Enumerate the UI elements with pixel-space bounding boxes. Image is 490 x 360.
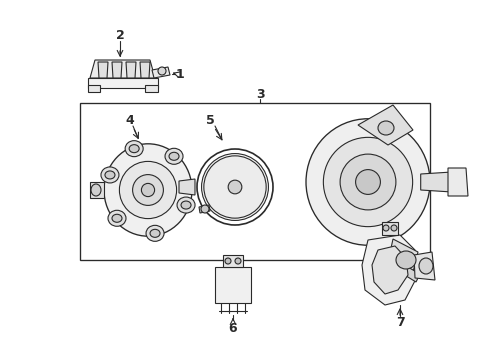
Bar bbox=[80, 103, 430, 260]
Polygon shape bbox=[112, 62, 122, 78]
Ellipse shape bbox=[225, 258, 231, 264]
Ellipse shape bbox=[201, 154, 269, 220]
Ellipse shape bbox=[181, 201, 191, 209]
Ellipse shape bbox=[108, 210, 126, 226]
Ellipse shape bbox=[133, 175, 163, 206]
Polygon shape bbox=[90, 182, 104, 198]
Ellipse shape bbox=[129, 145, 139, 153]
Polygon shape bbox=[223, 255, 243, 267]
Ellipse shape bbox=[396, 251, 416, 269]
Ellipse shape bbox=[378, 121, 394, 135]
Ellipse shape bbox=[112, 214, 122, 222]
Ellipse shape bbox=[165, 148, 183, 164]
Text: 3: 3 bbox=[256, 87, 264, 100]
Ellipse shape bbox=[391, 225, 397, 231]
Polygon shape bbox=[152, 67, 170, 78]
Text: 5: 5 bbox=[206, 113, 215, 126]
Polygon shape bbox=[382, 222, 398, 235]
Ellipse shape bbox=[91, 184, 101, 196]
Polygon shape bbox=[362, 235, 418, 305]
Ellipse shape bbox=[150, 229, 160, 237]
Text: 7: 7 bbox=[395, 316, 404, 329]
Polygon shape bbox=[403, 266, 420, 282]
Ellipse shape bbox=[104, 144, 192, 236]
Polygon shape bbox=[448, 168, 468, 196]
Ellipse shape bbox=[142, 183, 155, 197]
Polygon shape bbox=[179, 179, 195, 195]
Ellipse shape bbox=[356, 170, 380, 194]
Text: 1: 1 bbox=[175, 68, 184, 81]
Polygon shape bbox=[215, 267, 251, 303]
Ellipse shape bbox=[228, 180, 242, 194]
Ellipse shape bbox=[204, 156, 266, 218]
Ellipse shape bbox=[105, 171, 115, 179]
Ellipse shape bbox=[306, 119, 430, 245]
Polygon shape bbox=[126, 62, 136, 78]
Polygon shape bbox=[388, 239, 418, 272]
Ellipse shape bbox=[120, 161, 176, 219]
Ellipse shape bbox=[177, 197, 195, 213]
Polygon shape bbox=[88, 85, 100, 92]
Text: 6: 6 bbox=[229, 321, 237, 334]
Polygon shape bbox=[358, 105, 413, 145]
Polygon shape bbox=[98, 62, 108, 78]
Polygon shape bbox=[140, 62, 150, 78]
Ellipse shape bbox=[146, 225, 164, 241]
Ellipse shape bbox=[101, 167, 119, 183]
Ellipse shape bbox=[158, 67, 166, 75]
Ellipse shape bbox=[125, 141, 143, 157]
Polygon shape bbox=[90, 60, 155, 78]
Polygon shape bbox=[199, 205, 210, 213]
Ellipse shape bbox=[201, 205, 209, 213]
Polygon shape bbox=[421, 172, 452, 192]
Ellipse shape bbox=[235, 258, 241, 264]
Ellipse shape bbox=[323, 138, 413, 227]
Polygon shape bbox=[145, 85, 158, 92]
Text: 2: 2 bbox=[116, 28, 124, 41]
Polygon shape bbox=[414, 252, 435, 280]
Polygon shape bbox=[88, 78, 158, 88]
Text: 4: 4 bbox=[125, 113, 134, 126]
Ellipse shape bbox=[169, 152, 179, 160]
Ellipse shape bbox=[383, 225, 389, 231]
Ellipse shape bbox=[419, 258, 433, 274]
Polygon shape bbox=[372, 246, 408, 294]
Ellipse shape bbox=[340, 154, 396, 210]
